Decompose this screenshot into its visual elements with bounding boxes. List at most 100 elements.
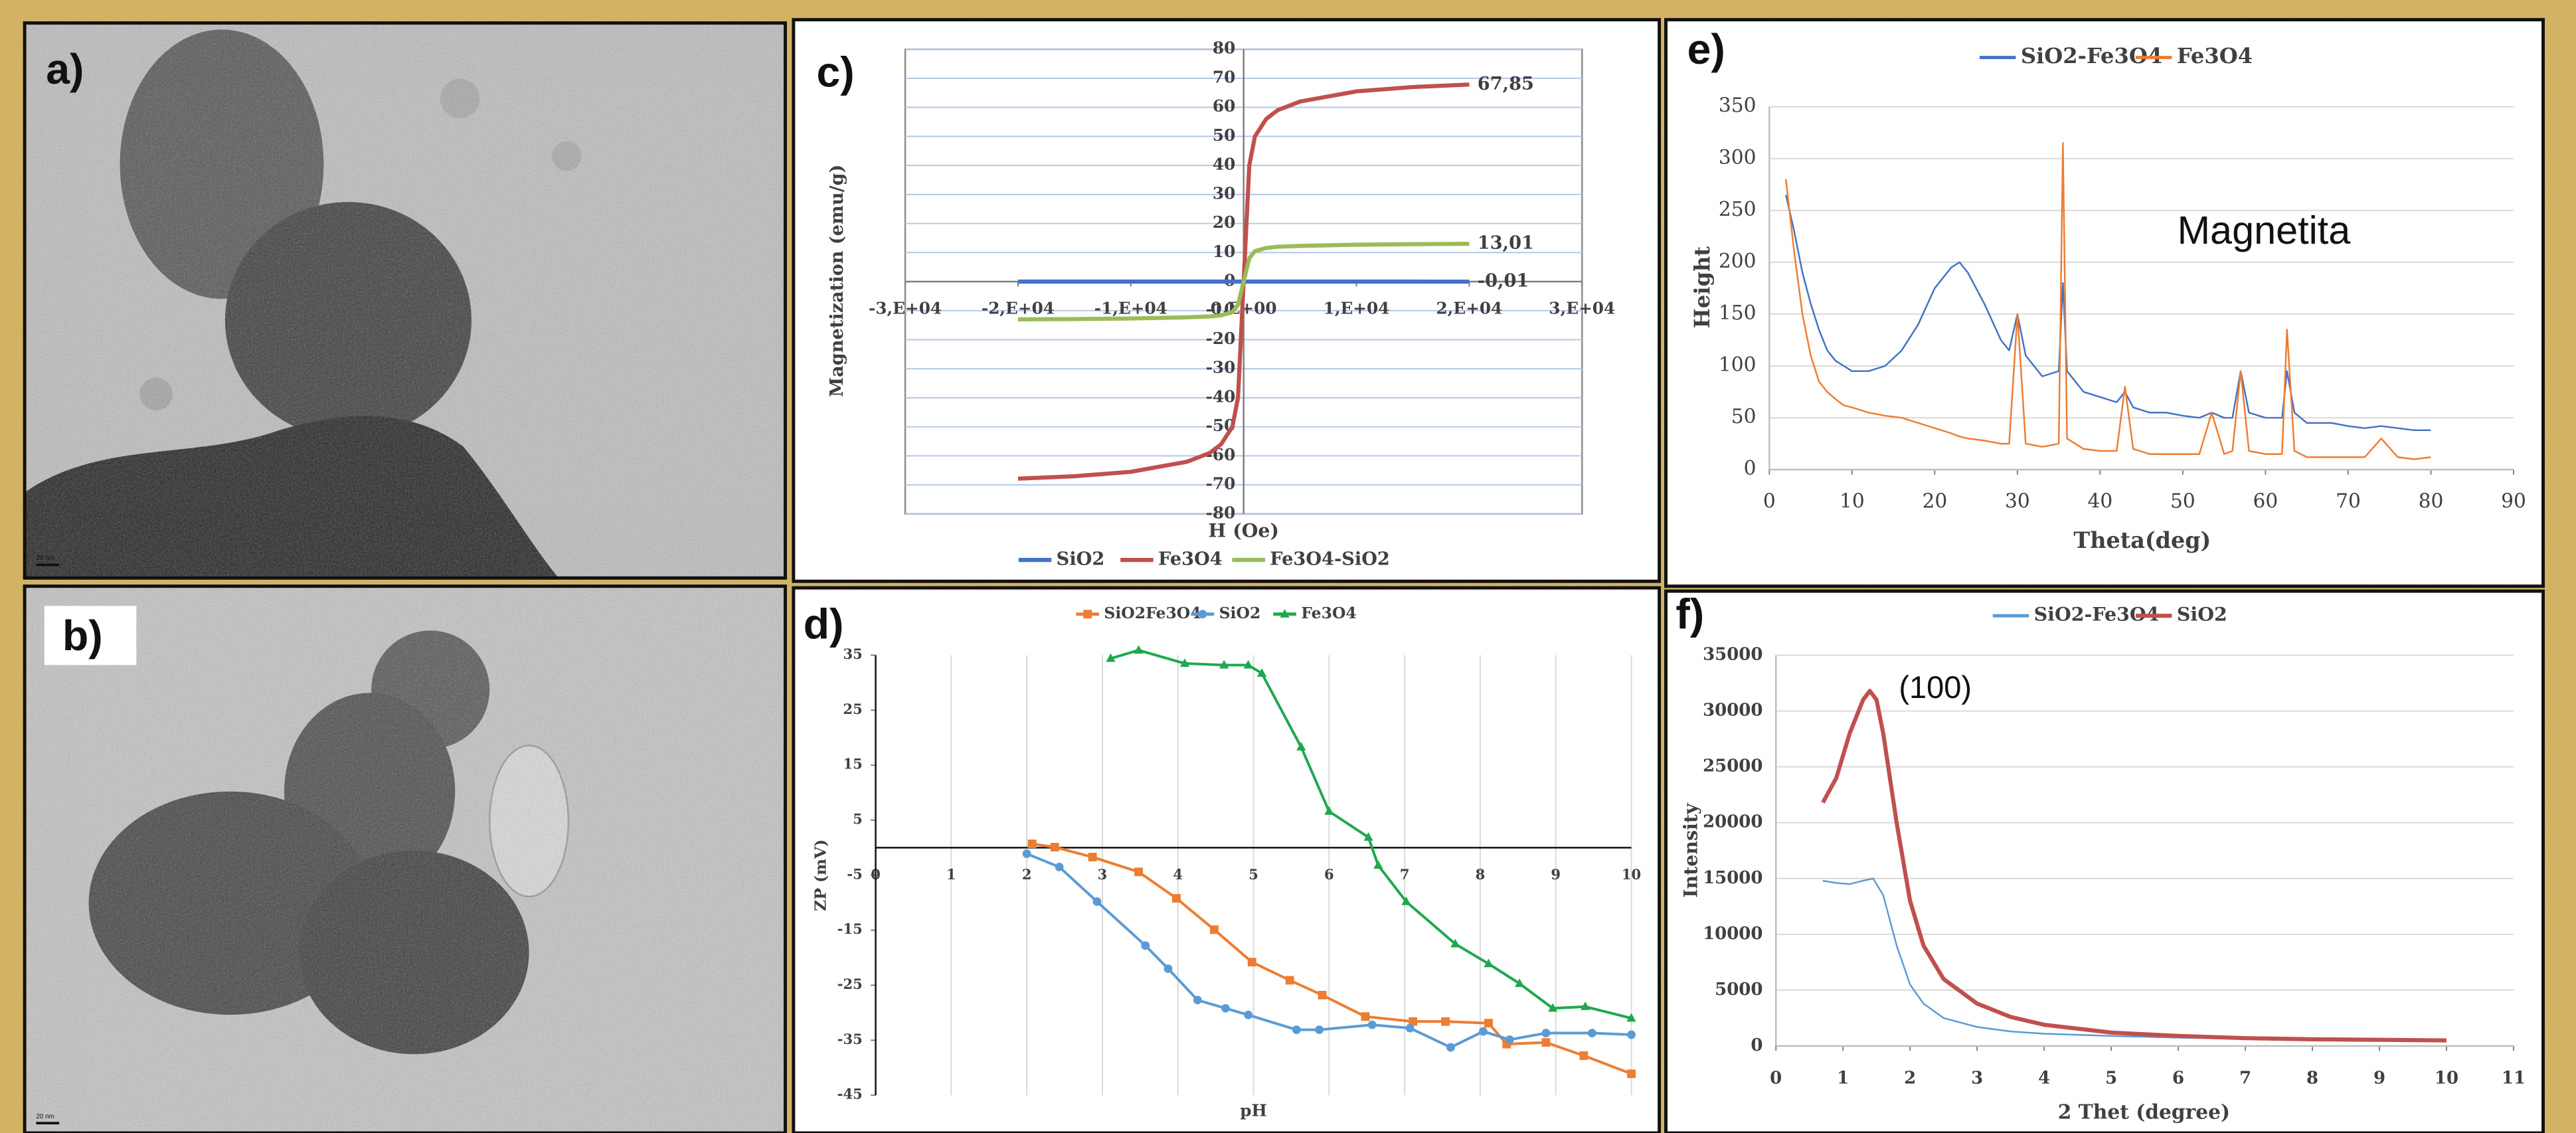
marker <box>1446 1043 1455 1052</box>
panel-frame <box>23 21 787 580</box>
x-tick-label: 9 <box>2373 1068 2385 1088</box>
x-tick-label: 3,E+04 <box>1549 299 1615 318</box>
marker <box>1198 610 1207 619</box>
panel-frame <box>1664 589 2545 1133</box>
panel-frame <box>792 586 1662 1133</box>
marker <box>1050 843 1059 852</box>
y-tick-label: 0 <box>1751 1035 1762 1055</box>
marker <box>1292 1025 1301 1034</box>
y-tick-label: -35 <box>837 1031 863 1047</box>
y-tick-label: 15 <box>843 756 863 772</box>
marker <box>1219 659 1229 669</box>
y-tick-label: -45 <box>837 1086 863 1102</box>
marker <box>1626 1013 1636 1022</box>
x-tick-label: 60 <box>2253 489 2278 513</box>
x-tick-label: 20 <box>1922 489 1947 513</box>
y-tick-label: 35 <box>843 646 863 662</box>
value-label: 67,85 <box>1478 73 1534 94</box>
x-tick-label: 7 <box>2239 1068 2251 1088</box>
marker <box>1441 1017 1450 1026</box>
data-line <box>1785 142 2431 460</box>
marker <box>1243 659 1253 669</box>
marker <box>1022 849 1031 858</box>
y-tick-label: -15 <box>837 920 863 937</box>
legend-label: SiO2Fe3O4 <box>1104 604 1201 622</box>
marker <box>1363 831 1373 841</box>
x-tick-label: 0 <box>1763 489 1776 513</box>
data-line <box>1017 242 1470 321</box>
x-tick-label: 1 <box>946 866 956 883</box>
y-tick-label: 15000 <box>1703 868 1762 888</box>
y-tick-label: 5 <box>853 810 863 827</box>
y-tick-label: 100 <box>1719 353 1757 376</box>
legend-label: Fe3O4 <box>2177 43 2253 68</box>
marker <box>1409 1017 1418 1026</box>
marker <box>1627 1069 1636 1079</box>
y-axis-title: Intensity <box>1679 802 1702 898</box>
marker <box>1515 978 1525 988</box>
y-tick-label: 70 <box>1213 67 1235 86</box>
x-tick-label: 10 <box>2435 1068 2458 1088</box>
legend-label: SiO2 <box>1219 604 1261 622</box>
annotation: Magnetita <box>2178 208 2351 252</box>
marker <box>1209 925 1219 934</box>
panel-label: e) <box>1687 25 1725 73</box>
y-tick-label: -20 <box>1206 329 1236 348</box>
y-tick-label: 0 <box>1744 456 1757 479</box>
marker <box>1134 645 1144 654</box>
y-tick-label: 250 <box>1719 197 1757 220</box>
y-tick-label: 200 <box>1719 249 1757 272</box>
panel-label: c) <box>817 48 855 96</box>
x-tick-label: 8 <box>1476 866 1486 883</box>
x-tick-label: 3 <box>1971 1068 1983 1088</box>
scale-label: 20 nm <box>36 555 54 562</box>
y-axis-title: Magnetization (emu/g) <box>826 165 847 397</box>
chart: 0 5000 10000 15000 20000 25000 30000 35000 0 1 2 3 4… <box>1675 590 2526 1124</box>
marker <box>1027 839 1037 849</box>
x-tick-label: 6 <box>1324 866 1334 883</box>
marker <box>1106 653 1116 662</box>
data-line <box>1026 852 1632 1049</box>
tem-image-a <box>25 23 786 578</box>
y-tick-label: 350 <box>1719 94 1757 117</box>
y-tick-label: 30000 <box>1703 701 1762 721</box>
marker <box>1088 853 1097 861</box>
y-tick-label: 5000 <box>1715 980 1762 1000</box>
y-tick-label: 300 <box>1719 145 1757 169</box>
marker <box>1296 742 1306 750</box>
x-tick-label: 7 <box>1400 866 1410 883</box>
marker <box>1163 964 1173 974</box>
chart: 0 50 100 150 200 250 300 350 0 10 20 30 40 50 60 70 80 90… <box>1687 25 2526 553</box>
x-tick-label: 2 <box>1022 866 1032 883</box>
marker <box>1318 990 1327 1000</box>
y-axis-title: ZP (mV) <box>811 839 829 911</box>
legend-label: SiO2-Fe3O4 <box>2021 43 2162 68</box>
y-tick-label: 150 <box>1719 301 1757 324</box>
x-tick-label: 6 <box>2172 1068 2184 1088</box>
x-tick-label: 1 <box>1837 1068 1849 1088</box>
y-tick-label: 50 <box>1213 126 1235 145</box>
x-tick-label: 1,E+04 <box>1324 299 1390 318</box>
x-tick-label: -3,E+04 <box>869 299 942 318</box>
marker <box>1092 897 1102 907</box>
x-tick-label: 2 <box>1904 1068 1916 1088</box>
x-tick-label: 9 <box>1551 866 1561 883</box>
panel-label: b) <box>62 612 103 659</box>
panel-label: d) <box>804 600 844 648</box>
value-label: -0,01 <box>1478 270 1529 292</box>
panel-label: a) <box>46 45 84 93</box>
x-tick-label: 2,E+04 <box>1436 299 1503 318</box>
marker <box>1579 1051 1589 1060</box>
x-tick-label: 4 <box>1173 866 1183 883</box>
scale-label: 20 nm <box>36 1113 54 1120</box>
x-tick-label: -2,E+04 <box>982 299 1055 318</box>
legend-label: SiO2 <box>1057 549 1105 570</box>
marker <box>1581 1002 1590 1010</box>
marker <box>1134 867 1144 877</box>
y-tick-label: 30 <box>1213 183 1235 203</box>
x-tick-label: 5 <box>2105 1068 2117 1088</box>
x-tick-label: 8 <box>2306 1068 2318 1088</box>
marker <box>1324 806 1334 815</box>
marker <box>1280 608 1290 618</box>
